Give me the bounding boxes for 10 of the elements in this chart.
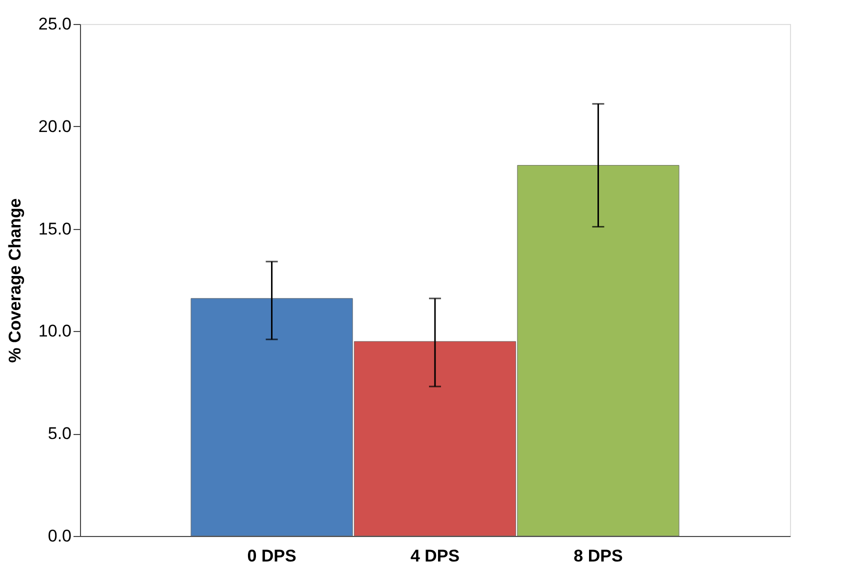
y-tick-label: 5.0: [48, 424, 72, 444]
y-axis-title: % Coverage Change: [5, 198, 24, 363]
x-tick-label: 4 DPS: [410, 546, 460, 566]
x-tick-label: 8 DPS: [574, 546, 623, 566]
y-tick-label: 0.0: [48, 526, 72, 546]
y-tick-label: 25.0: [38, 14, 72, 34]
x-tick-label: 0 DPS: [247, 546, 296, 566]
y-tick-label: 15.0: [38, 219, 72, 238]
y-tick-label: 10.0: [38, 322, 72, 341]
y-tick-label: 20.0: [38, 116, 72, 136]
